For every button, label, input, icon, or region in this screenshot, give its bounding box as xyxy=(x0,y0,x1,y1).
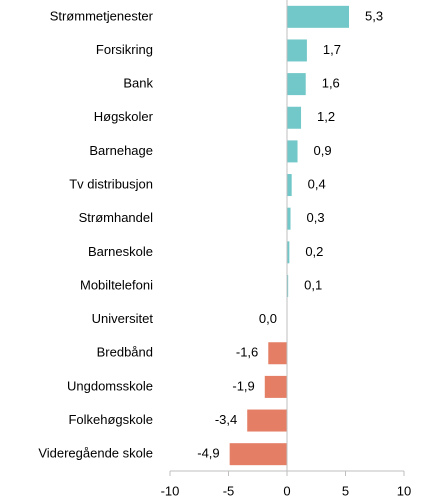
bar xyxy=(287,73,306,96)
value-label: 0,9 xyxy=(314,143,332,158)
value-label: -1,6 xyxy=(236,345,258,360)
x-tick-label: -10 xyxy=(161,483,180,498)
category-label: Forsikring xyxy=(96,42,153,57)
bar xyxy=(264,375,287,398)
category-label: Strømhandel xyxy=(79,210,154,225)
bar xyxy=(287,5,350,28)
value-label: -1,9 xyxy=(232,378,254,393)
bar xyxy=(287,174,292,197)
value-label: 0,0 xyxy=(259,311,277,326)
category-label: Strømmetjenester xyxy=(50,8,154,23)
value-label: 1,7 xyxy=(323,42,341,57)
x-tick-label: 5 xyxy=(342,483,349,498)
value-label: -4,9 xyxy=(197,446,219,461)
bar xyxy=(287,106,302,129)
category-label: Barnehage xyxy=(89,143,153,158)
category-label: Videregående skole xyxy=(38,446,153,461)
bar xyxy=(287,274,289,297)
category-label: Tv distribusjon xyxy=(69,176,153,191)
category-label: Bank xyxy=(123,76,153,91)
bar xyxy=(287,39,307,62)
category-label: Universitet xyxy=(92,311,154,326)
value-label: 0,1 xyxy=(304,277,322,292)
category-label: Barneskole xyxy=(88,244,153,259)
category-label: Ungdomsskole xyxy=(67,378,153,393)
value-label: 0,2 xyxy=(305,244,323,259)
value-label: -3,4 xyxy=(215,412,237,427)
bar xyxy=(268,342,287,365)
value-label: 5,3 xyxy=(365,8,383,23)
x-tick-label: 10 xyxy=(397,483,411,498)
category-label: Folkehøgskole xyxy=(68,412,153,427)
value-label: 1,2 xyxy=(317,109,335,124)
value-label: 0,3 xyxy=(307,210,325,225)
x-tick-label: -5 xyxy=(223,483,235,498)
bar xyxy=(287,241,290,264)
bar xyxy=(287,207,291,230)
x-tick-label: 0 xyxy=(283,483,290,498)
value-label: 1,6 xyxy=(322,76,340,91)
category-label: Bredbånd xyxy=(97,345,153,360)
category-label: Høgskoler xyxy=(94,109,154,124)
bar xyxy=(287,140,298,163)
bar xyxy=(229,443,287,466)
bar xyxy=(247,409,287,432)
category-label: Mobiltelefoni xyxy=(80,277,153,292)
value-label: 0,4 xyxy=(308,176,326,191)
